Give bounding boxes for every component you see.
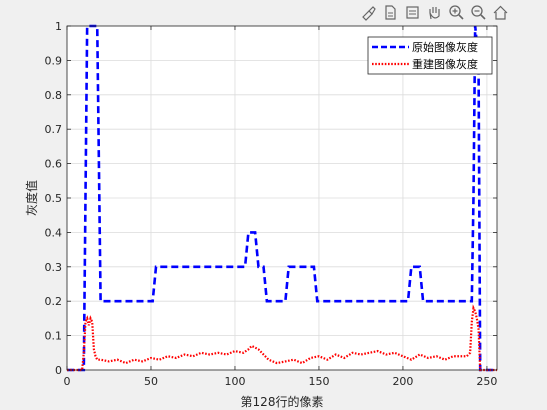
y-tick-label: 0 bbox=[55, 364, 62, 377]
y-tick-label: 0.7 bbox=[45, 123, 63, 136]
x-tick-label: 50 bbox=[144, 375, 158, 388]
home-icon[interactable] bbox=[492, 4, 509, 21]
brush-icon[interactable] bbox=[360, 4, 377, 21]
x-tick-label: 250 bbox=[476, 375, 497, 388]
y-tick-label: 1 bbox=[55, 20, 62, 33]
pan-icon[interactable] bbox=[426, 4, 443, 21]
x-tick-label: 150 bbox=[308, 375, 329, 388]
y-tick-label: 0.9 bbox=[45, 54, 63, 67]
y-tick-label: 0.5 bbox=[45, 192, 63, 205]
legend: 原始图像灰度 重建图像灰度 bbox=[367, 36, 493, 75]
x-axis-label: 第128行的像素 bbox=[241, 394, 324, 409]
legend-label-original: 原始图像灰度 bbox=[412, 40, 478, 54]
x-tick-label: 200 bbox=[392, 375, 413, 388]
zoom-out-icon[interactable] bbox=[470, 4, 487, 21]
y-tick-label: 0.6 bbox=[45, 158, 63, 171]
y-tick-label: 0.2 bbox=[45, 295, 63, 308]
axes-toolbar bbox=[360, 2, 544, 24]
export-icon[interactable] bbox=[382, 4, 399, 21]
x-tick-label: 100 bbox=[224, 375, 245, 388]
data-tips-icon[interactable] bbox=[404, 4, 421, 21]
y-axis-label: 灰度值 bbox=[24, 180, 39, 216]
y-tick-label: 0.4 bbox=[45, 226, 63, 239]
x-tick-label: 0 bbox=[64, 375, 71, 388]
zoom-in-icon[interactable] bbox=[448, 4, 465, 21]
tick-marks bbox=[66, 25, 497, 371]
y-tick-label: 0.3 bbox=[45, 261, 63, 274]
legend-box bbox=[367, 36, 493, 75]
y-tick-label: 0.1 bbox=[45, 330, 63, 343]
y-tick-label: 0.8 bbox=[45, 89, 63, 102]
y-tick-labels: 0 0.1 0.2 0.3 0.4 0.5 0.6 0.7 0.8 0.9 1 bbox=[45, 20, 63, 377]
x-tick-labels: 0 50 100 150 200 250 bbox=[64, 375, 498, 388]
series-line-original bbox=[67, 24, 497, 372]
series-line-reconstructed bbox=[67, 304, 497, 372]
legend-label-reconstructed: 重建图像灰度 bbox=[412, 57, 478, 71]
series-layer bbox=[67, 24, 497, 372]
